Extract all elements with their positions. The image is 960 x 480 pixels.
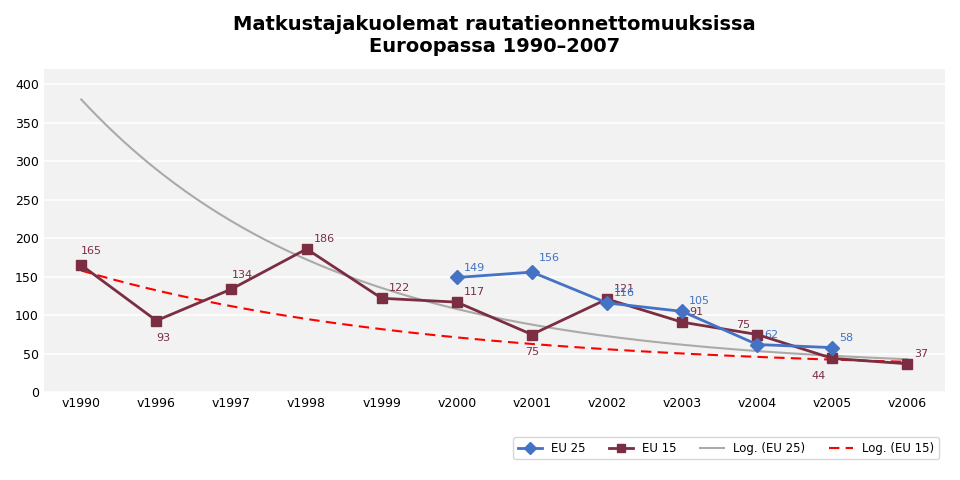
Log. (EU 15) [79,268,90,274]
Text: 186: 186 [314,234,335,244]
Log. (EU 25) [79,99,90,105]
EU 15 [451,299,463,305]
Line: EU 25: EU 25 [452,267,837,352]
Log. (EU 15) [76,268,87,274]
EU 15 [901,361,913,367]
Log. (EU 15) [825,357,836,362]
Text: 116: 116 [614,288,635,298]
Text: 62: 62 [764,330,779,339]
Log. (EU 15) [564,344,576,350]
Line: EU 15: EU 15 [77,244,912,369]
Text: 165: 165 [82,246,103,256]
EU 15 [376,295,388,301]
EU 15 [827,356,838,361]
EU 25 [677,309,688,314]
Text: 105: 105 [689,297,710,306]
Log. (EU 25) [567,328,579,334]
Log. (EU 25) [76,96,87,102]
EU 15 [76,262,87,268]
EU 15 [300,246,312,252]
EU 15 [601,296,612,302]
Text: 121: 121 [614,284,636,294]
Log. (EU 25) [772,349,783,355]
Line: Log. (EU 15): Log. (EU 15) [82,271,907,362]
Log. (EU 25) [564,328,576,334]
EU 15 [677,319,688,325]
Log. (EU 25) [581,331,592,336]
Legend: EU 25, EU 15, Log. (EU 25), Log. (EU 15): EU 25, EU 15, Log. (EU 25), Log. (EU 15) [514,437,939,459]
Text: 117: 117 [464,287,485,297]
Log. (EU 25) [825,353,836,359]
Log. (EU 25) [901,356,913,362]
Log. (EU 15) [581,345,592,351]
Text: 91: 91 [689,307,704,317]
EU 15 [226,286,237,292]
Text: 58: 58 [839,333,853,343]
EU 15 [752,332,763,337]
EU 25 [827,345,838,350]
Text: 93: 93 [156,334,171,344]
Text: 75: 75 [736,320,751,330]
EU 15 [526,332,538,337]
EU 15 [151,318,162,324]
Log. (EU 15) [772,355,783,360]
Text: 156: 156 [539,253,560,263]
Text: 122: 122 [389,283,410,293]
Text: 44: 44 [811,371,826,381]
Text: 37: 37 [914,349,928,359]
Text: 75: 75 [525,348,540,357]
Text: 134: 134 [231,270,252,280]
EU 25 [526,269,538,275]
Log. (EU 15) [901,359,913,365]
EU 25 [752,342,763,348]
Line: Log. (EU 25): Log. (EU 25) [82,99,907,359]
EU 25 [601,300,612,306]
Text: 149: 149 [464,263,485,273]
Title: Matkustajakuolemat rautatieonnettomuuksissa
Euroopassa 1990–2007: Matkustajakuolemat rautatieonnettomuuksi… [233,15,756,56]
EU 25 [451,275,463,280]
Log. (EU 15) [567,344,579,350]
